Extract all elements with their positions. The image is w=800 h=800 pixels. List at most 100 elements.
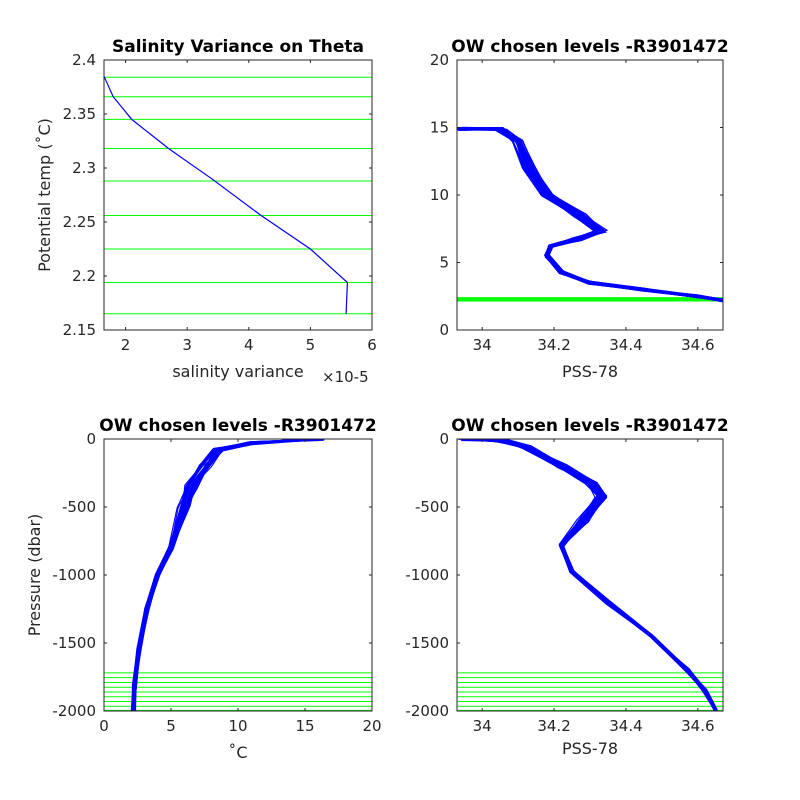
x-tick-label: 34.2	[537, 336, 570, 354]
profile-line	[457, 127, 723, 300]
profile-line	[457, 129, 723, 302]
x-tick-label: 5	[166, 717, 176, 735]
profile-line	[133, 439, 320, 711]
profile-line	[134, 439, 310, 711]
y-axis-label: Potential temp (˚C)	[35, 118, 54, 272]
axes-frame	[103, 59, 373, 331]
y-tick-label: -500	[415, 498, 449, 516]
y-tick-label: -1500	[52, 634, 96, 652]
y-tick-label: 10	[430, 186, 449, 204]
profile-line	[460, 127, 723, 300]
profile-line	[462, 127, 723, 301]
profile-line	[132, 439, 314, 710]
profile-line	[460, 128, 723, 301]
profile-line	[132, 439, 317, 711]
x-tick-label: 34.4	[609, 717, 642, 735]
x-multiplier-label: ×10-5	[322, 368, 369, 386]
y-tick-label: 0	[439, 321, 449, 339]
profile-line	[457, 127, 723, 302]
profile-line	[458, 127, 723, 301]
panel-salinity-pressure: OW chosen levels -R3901472 34 34.2 34.4 34.…	[405, 416, 728, 758]
profile-line	[133, 439, 324, 711]
profile-line	[460, 128, 723, 303]
profile-line	[475, 439, 717, 711]
profile-line	[461, 126, 723, 300]
panel-marks	[457, 439, 723, 711]
profile-line	[457, 128, 723, 301]
x-tick-label: 34.6	[681, 717, 714, 735]
profile-line	[457, 127, 723, 301]
x-tick-label: 34.4	[609, 336, 642, 354]
profile-line	[459, 127, 723, 302]
profile-line	[467, 439, 718, 711]
y-axis-label: Pressure (dbar)	[25, 514, 44, 637]
tick-labels: 34 34.2 34.4 34.6 -2000 -1500 -1000 -500 0	[405, 430, 723, 735]
profile-line	[133, 439, 322, 711]
profile-line	[460, 127, 723, 301]
x-tick-label: 15	[295, 717, 314, 735]
tick-labels: 34 34.2 34.4 34.6 0 5 10 15 20	[430, 51, 723, 354]
profile-line	[457, 128, 723, 301]
profile-line	[458, 128, 723, 301]
profile-line	[484, 439, 718, 711]
profile-line	[457, 127, 723, 301]
tick-labels: 0 5 10 15 20 -2000 -1500 -1000 -500 0	[52, 430, 381, 735]
x-tick-label: 5	[306, 336, 316, 354]
x-tick-label: 2	[121, 336, 131, 354]
panel-marks	[457, 126, 723, 303]
profile-line	[134, 439, 321, 710]
x-axis-label: PSS-78	[562, 362, 618, 381]
profile-line	[457, 128, 723, 300]
panel-title: OW chosen levels -R3901472	[451, 416, 728, 436]
panel-marks	[104, 75, 372, 315]
plot-area	[457, 439, 723, 711]
x-axis-label: ˚C	[228, 743, 247, 762]
profile-line	[133, 439, 321, 711]
plot-area	[104, 75, 372, 315]
profile-line	[457, 128, 723, 301]
profile-line	[472, 439, 718, 711]
y-tick-label: 2.35	[63, 105, 96, 123]
profile-line	[487, 439, 716, 711]
profile-line	[458, 127, 723, 303]
panel-title: OW chosen levels -R3901472	[99, 416, 376, 436]
x-tick-label: 4	[244, 336, 254, 354]
y-tick-label: 2.3	[72, 159, 96, 177]
x-tick-label: 6	[367, 336, 377, 354]
profile-line	[457, 128, 723, 301]
y-tick-label: -1000	[52, 566, 96, 584]
profile-line	[457, 127, 722, 302]
panel-title: Salinity Variance on Theta	[112, 37, 364, 57]
y-tick-label: 0	[439, 430, 449, 448]
profile-line	[457, 127, 723, 301]
profile-line	[133, 439, 321, 710]
plot-area	[457, 126, 723, 303]
x-tick-label: 34.6	[681, 336, 714, 354]
y-tick-label: 0	[86, 430, 96, 448]
y-tick-label: -1500	[405, 634, 449, 652]
profile-line	[133, 439, 321, 711]
profile-line	[461, 127, 723, 300]
x-tick-label: 34.2	[537, 717, 570, 735]
y-tick-label: 20	[430, 51, 449, 69]
profile-line	[457, 128, 722, 301]
variance-line	[104, 75, 349, 314]
profile-line	[133, 439, 324, 711]
profile-line	[134, 439, 323, 711]
profile-line	[458, 128, 723, 301]
profile-line	[457, 127, 722, 302]
profile-line	[460, 128, 723, 302]
profile-line	[132, 440, 320, 711]
profile-line	[458, 128, 723, 303]
panel-salinity-variance: Salinity Variance on Theta 2 3 4 5 62.152.22…	[35, 37, 377, 386]
plot-area	[104, 439, 372, 711]
y-tick-label: 2.2	[72, 267, 96, 285]
y-tick-label: -2000	[405, 702, 449, 720]
profile-line	[132, 439, 320, 710]
profile-line	[133, 439, 321, 711]
profile-line	[133, 439, 325, 710]
y-tick-label: 2.4	[72, 51, 96, 69]
profile-line	[133, 439, 320, 711]
profile-line	[457, 127, 723, 301]
